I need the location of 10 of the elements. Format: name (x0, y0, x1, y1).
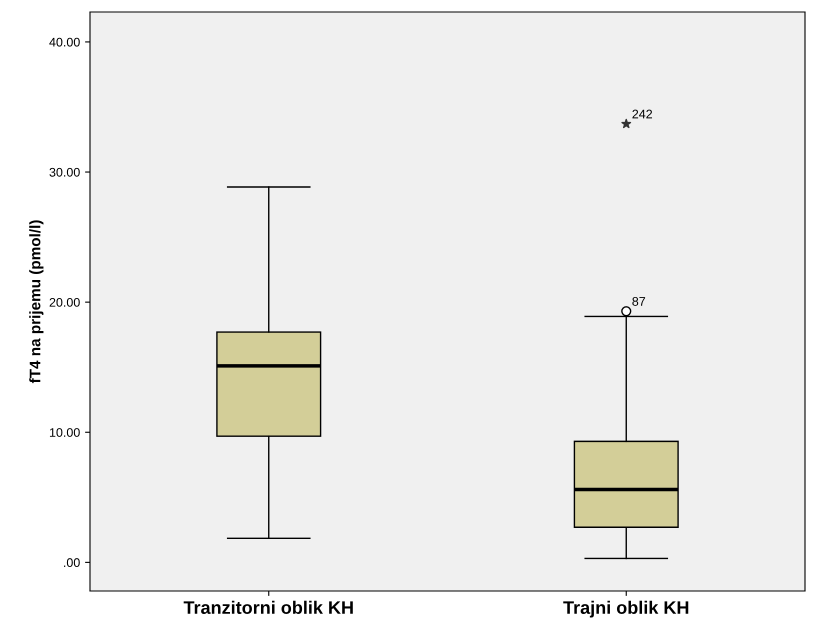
y-tick-label: 10.00 (50, 428, 80, 437)
y-tick-label: 40.00 (49, 38, 80, 47)
y-tick-label: .00 (64, 558, 80, 568)
y-axis-title: fT4 na prijemu (pmol/l) (29, 220, 44, 384)
annotation: 242 (632, 110, 652, 118)
annotation: 87 (632, 296, 646, 306)
x-tick-label: Tranzitorni oblik KH (184, 600, 353, 614)
y-tick-label: 20.00 (50, 298, 80, 307)
y-tick-label: 30.00 (49, 168, 80, 177)
x-tick-label: Trajni oblik KH (563, 600, 688, 618)
